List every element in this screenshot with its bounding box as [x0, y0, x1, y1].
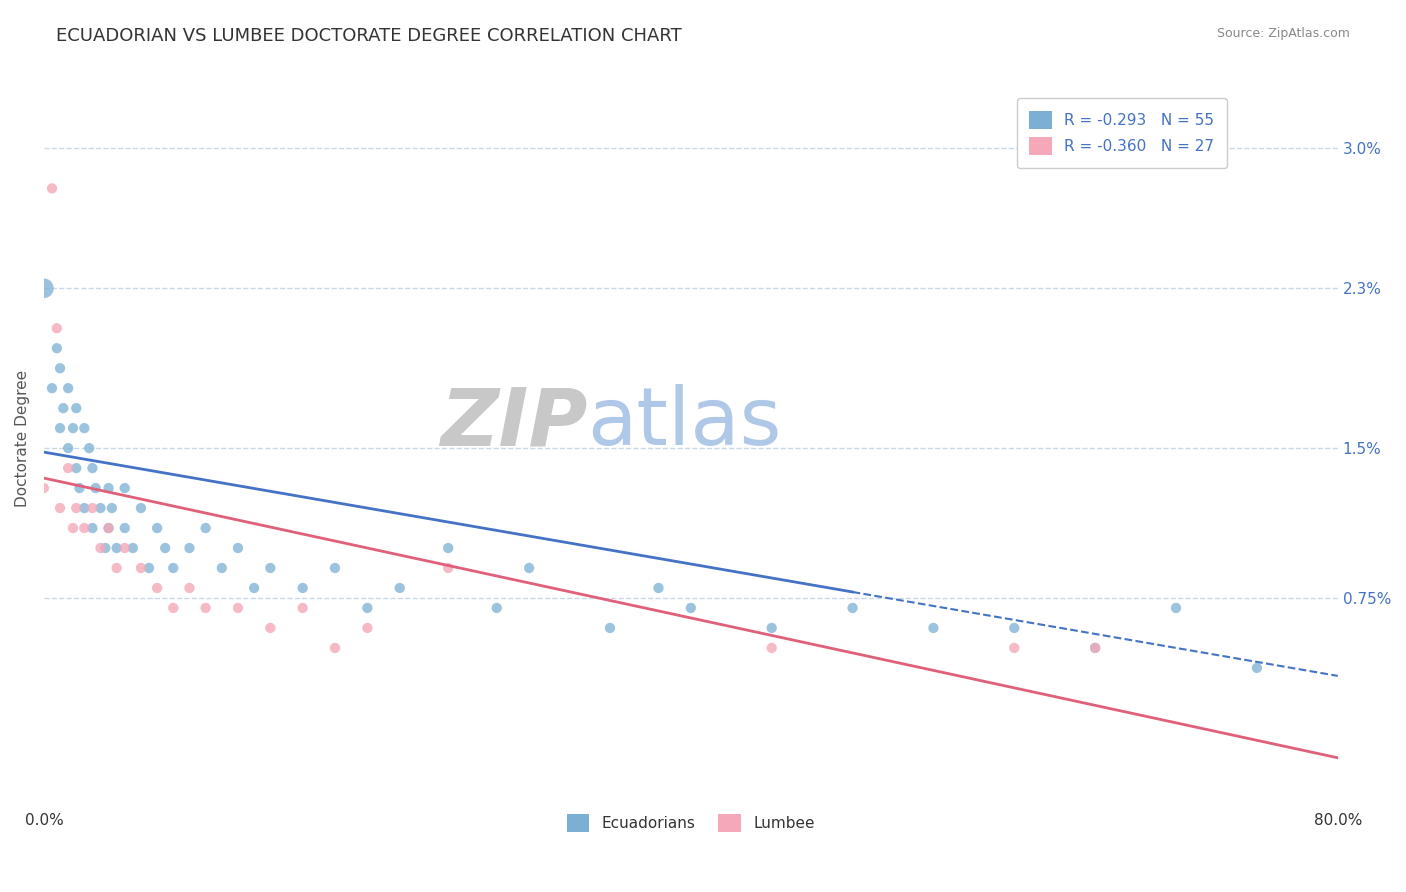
- Point: [82, 461, 104, 475]
- Point: [77, 441, 100, 455]
- Point: [437, 561, 460, 575]
- Point: [323, 561, 346, 575]
- Point: [105, 541, 128, 555]
- Point: [146, 581, 169, 595]
- Point: [153, 541, 176, 555]
- Point: [73, 421, 96, 435]
- Point: [89, 501, 111, 516]
- Point: [194, 521, 217, 535]
- Point: [356, 601, 378, 615]
- Point: [437, 541, 460, 555]
- Point: [146, 521, 169, 535]
- Point: [259, 561, 281, 575]
- Point: [97, 521, 120, 535]
- Point: [922, 621, 945, 635]
- Point: [49, 361, 72, 376]
- Point: [62, 421, 84, 435]
- Point: [1002, 621, 1025, 635]
- Point: [56, 461, 79, 475]
- Point: [1002, 640, 1025, 655]
- Point: [49, 501, 72, 516]
- Point: [82, 521, 104, 535]
- Point: [52, 401, 75, 416]
- Point: [388, 581, 411, 595]
- Text: ECUADORIAN VS LUMBEE DOCTORATE DEGREE CORRELATION CHART: ECUADORIAN VS LUMBEE DOCTORATE DEGREE CO…: [56, 27, 682, 45]
- Point: [211, 561, 233, 575]
- Point: [62, 521, 84, 535]
- Point: [65, 401, 87, 416]
- Point: [32, 281, 55, 295]
- Point: [56, 381, 79, 395]
- Text: atlas: atlas: [588, 384, 782, 462]
- Point: [162, 561, 184, 575]
- Y-axis label: Doctorate Degree: Doctorate Degree: [15, 369, 30, 507]
- Point: [761, 640, 783, 655]
- Point: [356, 621, 378, 635]
- Point: [114, 541, 136, 555]
- Point: [49, 421, 72, 435]
- Point: [41, 381, 63, 395]
- Point: [89, 541, 111, 555]
- Point: [1164, 601, 1187, 615]
- Point: [679, 601, 702, 615]
- Point: [65, 501, 87, 516]
- Point: [114, 481, 136, 495]
- Point: [761, 621, 783, 635]
- Point: [69, 481, 91, 495]
- Point: [32, 481, 55, 495]
- Point: [45, 341, 67, 355]
- Point: [41, 181, 63, 195]
- Point: [101, 501, 124, 516]
- Point: [138, 561, 160, 575]
- Legend: Ecuadorians, Lumbee: Ecuadorians, Lumbee: [554, 801, 827, 845]
- Point: [121, 541, 143, 555]
- Point: [73, 501, 96, 516]
- Point: [841, 601, 863, 615]
- Point: [599, 621, 621, 635]
- Text: ZIP: ZIP: [440, 384, 588, 462]
- Point: [647, 581, 669, 595]
- Point: [291, 581, 314, 595]
- Point: [105, 561, 128, 575]
- Point: [84, 481, 107, 495]
- Point: [129, 501, 152, 516]
- Point: [94, 541, 117, 555]
- Point: [517, 561, 540, 575]
- Text: Source: ZipAtlas.com: Source: ZipAtlas.com: [1216, 27, 1350, 40]
- Point: [243, 581, 266, 595]
- Point: [1084, 640, 1107, 655]
- Point: [114, 521, 136, 535]
- Point: [194, 601, 217, 615]
- Point: [97, 521, 120, 535]
- Point: [65, 461, 87, 475]
- Point: [162, 601, 184, 615]
- Point: [291, 601, 314, 615]
- Point: [485, 601, 508, 615]
- Point: [73, 521, 96, 535]
- Point: [129, 561, 152, 575]
- Point: [323, 640, 346, 655]
- Point: [56, 441, 79, 455]
- Point: [82, 501, 104, 516]
- Point: [226, 541, 249, 555]
- Point: [259, 621, 281, 635]
- Point: [179, 541, 201, 555]
- Point: [1246, 661, 1268, 675]
- Point: [226, 601, 249, 615]
- Point: [97, 481, 120, 495]
- Point: [1084, 640, 1107, 655]
- Point: [45, 321, 67, 335]
- Point: [179, 581, 201, 595]
